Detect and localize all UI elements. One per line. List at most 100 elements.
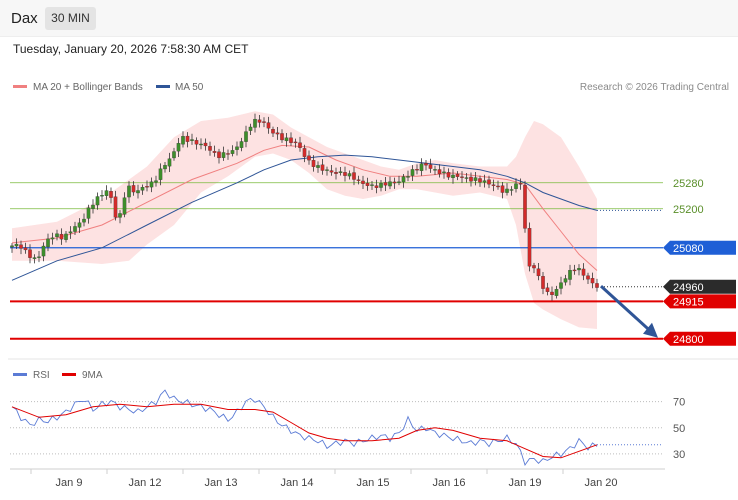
candle-body bbox=[572, 269, 577, 272]
candle-body bbox=[230, 150, 235, 154]
candle-body bbox=[311, 160, 316, 167]
timeframe-button[interactable]: 30 MIN bbox=[45, 7, 96, 30]
candle-body bbox=[203, 142, 208, 147]
candle-body bbox=[140, 187, 145, 191]
candle-body bbox=[523, 185, 527, 229]
candle-body bbox=[478, 178, 482, 183]
candle-body bbox=[28, 249, 32, 258]
candle-body bbox=[329, 170, 334, 173]
candle-body bbox=[577, 268, 581, 271]
candlesticks bbox=[10, 113, 599, 301]
rsi-tick-label-30: 30 bbox=[673, 449, 685, 461]
bollinger-bands bbox=[12, 111, 597, 329]
candle-body bbox=[64, 233, 68, 240]
candle-body bbox=[581, 268, 586, 276]
candle-body bbox=[298, 142, 302, 148]
candle-body bbox=[334, 172, 338, 174]
level-tag-25080 bbox=[663, 240, 736, 255]
candle-body bbox=[82, 218, 86, 223]
candle-body bbox=[14, 243, 19, 247]
rsi-tick-label-50: 50 bbox=[673, 423, 685, 435]
legend-swatch-ma50 bbox=[156, 85, 170, 88]
x-tick-label: Jan 12 bbox=[128, 477, 161, 489]
candle-body bbox=[235, 146, 239, 150]
x-tick-label: Jan 16 bbox=[432, 477, 465, 489]
legend-swatch-ma20 bbox=[13, 85, 27, 88]
candle-body bbox=[347, 173, 352, 177]
candle-body bbox=[568, 270, 572, 280]
candle-body bbox=[365, 182, 370, 186]
candle-body bbox=[131, 185, 136, 193]
candle-body bbox=[208, 146, 212, 151]
candle-body bbox=[320, 164, 325, 171]
rsi-ma-line bbox=[11, 403, 598, 459]
candle-body bbox=[185, 135, 190, 142]
candle-body bbox=[550, 291, 554, 296]
level-label-24915: 24915 bbox=[673, 296, 704, 308]
candle-body bbox=[343, 172, 347, 176]
candle-body bbox=[518, 183, 523, 185]
candle-body bbox=[415, 169, 419, 171]
candle-body bbox=[271, 129, 275, 134]
candle-body bbox=[37, 256, 41, 258]
rsi-lines bbox=[11, 389, 663, 467]
candle-body bbox=[491, 184, 496, 186]
candle-body bbox=[482, 180, 487, 183]
candle-body bbox=[46, 238, 50, 248]
candle-body bbox=[338, 171, 343, 174]
candle-body bbox=[73, 226, 77, 232]
candle-body bbox=[451, 174, 455, 179]
candle-body bbox=[487, 179, 491, 185]
candle-body bbox=[257, 119, 262, 123]
level-label-25200: 25200 bbox=[673, 204, 704, 216]
candle-body bbox=[554, 289, 559, 296]
candle-body bbox=[122, 197, 127, 215]
moving-averages bbox=[11, 144, 663, 281]
legend-label-rsi: RSI bbox=[33, 370, 50, 381]
candle-body bbox=[23, 247, 28, 251]
candle-body bbox=[212, 151, 217, 153]
candle-body bbox=[68, 231, 73, 234]
candle-body bbox=[172, 151, 176, 159]
candle-body bbox=[419, 163, 424, 171]
candle-body bbox=[563, 278, 568, 283]
candle-body bbox=[374, 185, 379, 188]
x-tick-label: Jan 14 bbox=[280, 477, 313, 489]
chart-credit: Research © 2026 Trading Central bbox=[580, 82, 729, 93]
x-axis: Jan 9 Jan 12 Jan 13 Jan 14 Jan 15 Jan 16 Jan 1… bbox=[30, 469, 618, 489]
candle-body bbox=[266, 122, 271, 129]
candle-body bbox=[442, 171, 446, 174]
rsi-tick-label-70: 70 bbox=[673, 397, 685, 409]
candle-body bbox=[136, 190, 140, 194]
candle-body bbox=[356, 179, 361, 181]
candle-body bbox=[199, 143, 203, 146]
candle-body bbox=[545, 287, 550, 292]
x-tick-label: Jan 13 bbox=[204, 477, 237, 489]
candle-body bbox=[176, 143, 181, 152]
candle-body bbox=[113, 196, 118, 218]
x-tick-label: Jan 15 bbox=[356, 477, 389, 489]
candle-body bbox=[455, 173, 460, 177]
ma20-line bbox=[11, 144, 598, 271]
candle-body bbox=[307, 155, 311, 161]
candle-body bbox=[91, 204, 95, 209]
candle-body bbox=[446, 172, 451, 178]
candle-body bbox=[532, 265, 536, 269]
candle-body bbox=[167, 158, 172, 167]
candle-body bbox=[437, 169, 442, 175]
candle-body bbox=[284, 137, 289, 142]
candle-body bbox=[460, 176, 464, 178]
candle-body bbox=[527, 228, 532, 267]
candle-body bbox=[424, 163, 428, 166]
candle-body bbox=[226, 153, 230, 155]
chart-header: Dax 30 MIN bbox=[0, 0, 738, 37]
candle-body bbox=[595, 283, 599, 288]
level-tag-24800 bbox=[663, 331, 736, 346]
candle-body bbox=[293, 141, 298, 144]
candle-body bbox=[59, 233, 64, 240]
price-levels bbox=[10, 182, 663, 340]
candle-body bbox=[590, 278, 595, 284]
level-label-24800: 24800 bbox=[673, 334, 704, 346]
price-legend: MA 20 + Bollinger Bands MA 50 bbox=[13, 82, 204, 93]
